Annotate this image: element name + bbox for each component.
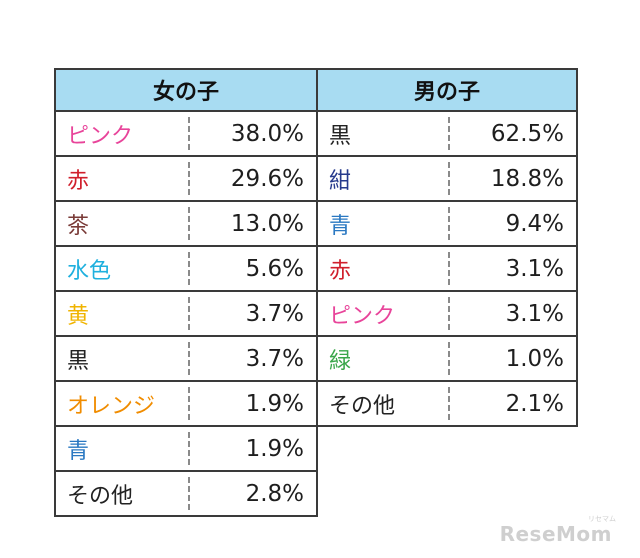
watermark-sub: リセマム — [588, 515, 616, 523]
girls-header: 女の子 — [54, 68, 318, 112]
dashed-divider — [188, 342, 190, 375]
color-name: 黒 — [329, 123, 352, 149]
dashed-divider — [188, 162, 190, 195]
dashed-divider — [448, 117, 450, 150]
resemom-logo: ReseMom — [499, 522, 612, 546]
table-row: その他 2.1% — [316, 382, 578, 427]
dashed-divider — [188, 117, 190, 150]
boys-column: 男の子 黒 62.5% 紺 18.8% 青 9.4% 赤 3.1% ピンク 3.1% 緑 1.0% その… — [316, 68, 578, 427]
percentage-value: 13.0% — [230, 210, 304, 237]
dashed-divider — [448, 207, 450, 240]
color-name: 黄 — [67, 303, 90, 329]
table-row: オレンジ 1.9% — [54, 382, 318, 427]
percentage-value: 3.1% — [505, 255, 564, 282]
table-row: 緑 1.0% — [316, 337, 578, 382]
boys-rows: 黒 62.5% 紺 18.8% 青 9.4% 赤 3.1% ピンク 3.1% 緑 1.0% その他 2.1… — [316, 112, 578, 427]
color-name: 青 — [329, 213, 352, 239]
color-name: 赤 — [329, 258, 352, 284]
percentage-value: 18.8% — [490, 165, 564, 192]
dashed-divider — [448, 252, 450, 285]
table-row: 紺 18.8% — [316, 157, 578, 202]
percentage-value: 5.6% — [245, 255, 304, 282]
color-name: 青 — [67, 438, 90, 464]
color-name: その他 — [67, 483, 134, 509]
percentage-value: 2.8% — [245, 480, 304, 507]
color-name: 水色 — [67, 258, 112, 284]
percentage-value: 62.5% — [490, 120, 564, 147]
table-row: 黄 3.7% — [54, 292, 318, 337]
table-row: その他 2.8% — [54, 472, 318, 517]
percentage-value: 29.6% — [230, 165, 304, 192]
color-ranking-table: 女の子 ピンク 38.0% 赤 29.6% 茶 13.0% 水色 5.6% 黄 3.7% 黒 3.7%… — [54, 68, 578, 517]
color-name: 茶 — [67, 213, 90, 239]
percentage-value: 1.9% — [245, 390, 304, 417]
percentage-value: 2.1% — [505, 390, 564, 417]
dashed-divider — [188, 432, 190, 465]
boys-header: 男の子 — [316, 68, 578, 112]
table-row: ピンク 3.1% — [316, 292, 578, 337]
table-row: 水色 5.6% — [54, 247, 318, 292]
percentage-value: 9.4% — [505, 210, 564, 237]
table-row: 青 9.4% — [316, 202, 578, 247]
dashed-divider — [448, 342, 450, 375]
color-name: 赤 — [67, 168, 90, 194]
table-row: 黒 3.7% — [54, 337, 318, 382]
color-name: 緑 — [329, 348, 352, 374]
table-row: 青 1.9% — [54, 427, 318, 472]
percentage-value: 3.1% — [505, 300, 564, 327]
color-name: 黒 — [67, 348, 90, 374]
color-name: オレンジ — [67, 393, 156, 419]
girls-column: 女の子 ピンク 38.0% 赤 29.6% 茶 13.0% 水色 5.6% 黄 3.7% 黒 3.7%… — [54, 68, 318, 517]
dashed-divider — [448, 162, 450, 195]
percentage-value: 1.9% — [245, 435, 304, 462]
table-row: 赤 29.6% — [54, 157, 318, 202]
table-row: ピンク 38.0% — [54, 112, 318, 157]
percentage-value: 3.7% — [245, 300, 304, 327]
dashed-divider — [188, 297, 190, 330]
percentage-value: 3.7% — [245, 345, 304, 372]
dashed-divider — [448, 297, 450, 330]
dashed-divider — [188, 477, 190, 510]
dashed-divider — [188, 252, 190, 285]
table-row: 黒 62.5% — [316, 112, 578, 157]
table-row: 茶 13.0% — [54, 202, 318, 247]
dashed-divider — [448, 387, 450, 420]
percentage-value: 1.0% — [505, 345, 564, 372]
dashed-divider — [188, 387, 190, 420]
color-name: ピンク — [67, 123, 134, 149]
dashed-divider — [188, 207, 190, 240]
percentage-value: 38.0% — [230, 120, 304, 147]
color-name: 紺 — [329, 168, 352, 194]
table-row: 赤 3.1% — [316, 247, 578, 292]
color-name: ピンク — [329, 303, 396, 329]
color-name: その他 — [329, 393, 396, 419]
girls-rows: ピンク 38.0% 赤 29.6% 茶 13.0% 水色 5.6% 黄 3.7% 黒 3.7% オレンジ… — [54, 112, 318, 517]
